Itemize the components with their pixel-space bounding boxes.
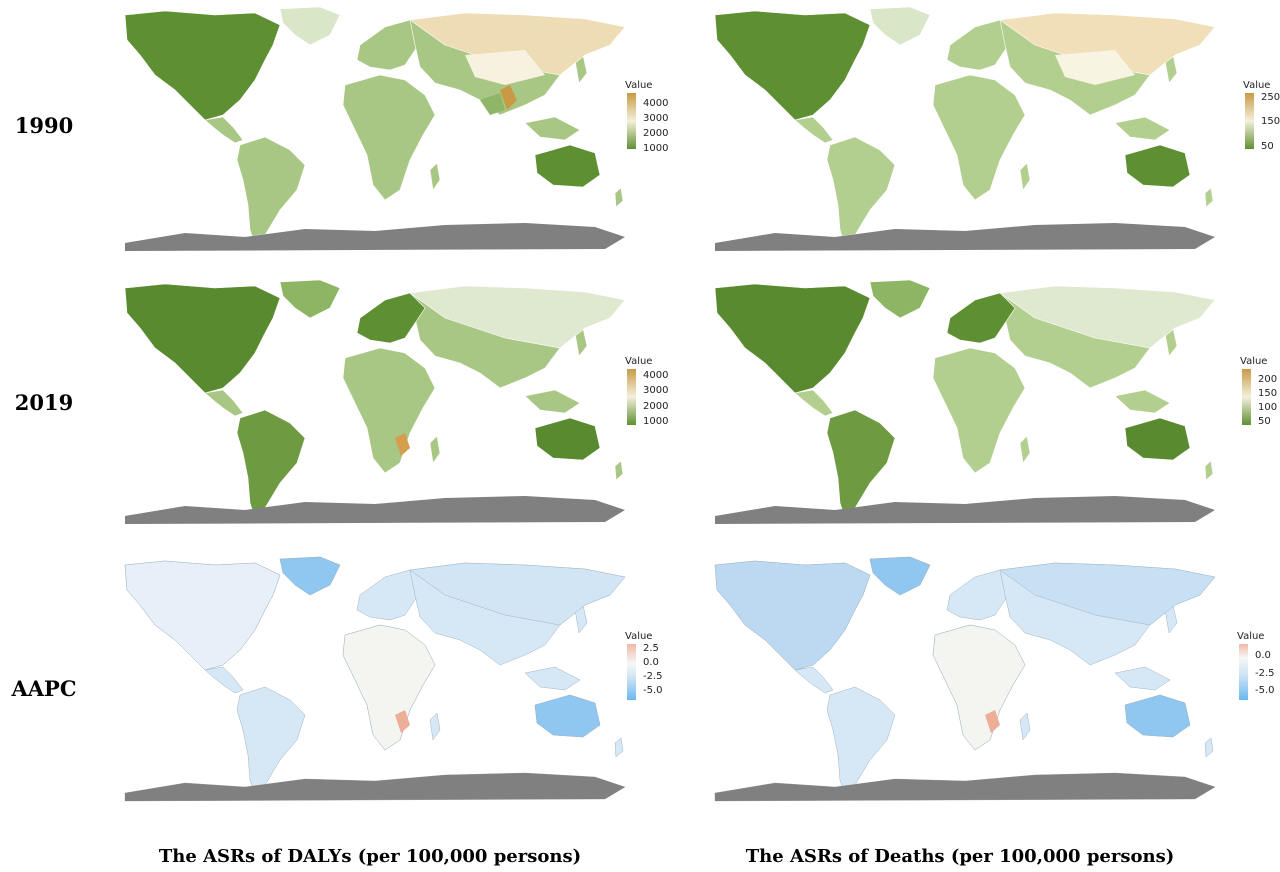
legend-colorbar [627, 93, 636, 149]
row-label-2019: 2019 [14, 390, 74, 415]
region-greenland [279, 6, 341, 46]
region-myanmar [500, 85, 517, 110]
region-india [480, 93, 505, 115]
region-mozambique [395, 433, 410, 456]
legend-colorbar [627, 369, 636, 425]
legend-tick: 1000 [643, 143, 669, 154]
legend-dalys-aapc: Value 2.5 0.0 -2.5 -5.0 [625, 631, 685, 721]
region-mozambique [395, 710, 410, 733]
region-europe [356, 292, 426, 344]
region-russia [409, 285, 625, 349]
row-label-1990: 1990 [14, 113, 74, 138]
region-greenland [279, 556, 341, 596]
legend-dalys-2019: Value 4000 3000 2000 1000 [625, 356, 685, 446]
map-panel-deaths-1990: Value 250 150 50 [695, 5, 1280, 255]
world-map-dalys-2019 [124, 279, 625, 525]
region-antarctica [125, 773, 625, 801]
row-label-aapc: AAPC [11, 676, 77, 701]
map-panel-dalys-1990: Value 4000 3000 2000 1000 [105, 5, 668, 255]
legend-tick: 150 [1258, 388, 1278, 399]
legend-title: Value [625, 80, 653, 91]
map-panel-dalys-2019: Value 4000 3000 2000 1000 [105, 278, 668, 528]
region-australia [534, 417, 601, 461]
region-africa [342, 624, 436, 751]
legend-title: Value [625, 631, 653, 642]
region-south-america [236, 409, 306, 519]
legend-tick: 100 [1258, 402, 1278, 413]
region-antarctica [125, 496, 625, 524]
region-north-america [124, 283, 281, 394]
region-china [465, 50, 545, 85]
region-russia [999, 562, 1215, 626]
region-greenland [869, 6, 931, 46]
world-map-dalys-aapc [124, 556, 625, 802]
legend-title: Value [1237, 631, 1265, 642]
region-south-america [826, 409, 896, 519]
world-map-dalys-1990 [124, 6, 625, 252]
region-antarctica [715, 496, 1215, 524]
legend-tick: 1000 [643, 416, 669, 427]
legend-tick: 50 [1258, 416, 1271, 427]
legend-tick: 200 [1258, 374, 1278, 385]
column-title-dalys: The ASRs of DALYs (per 100,000 persons) [158, 846, 582, 867]
world-map-deaths-1990 [714, 6, 1215, 252]
region-antarctica [125, 223, 625, 251]
region-australia [1124, 417, 1191, 461]
legend-tick: 4000 [643, 370, 669, 381]
region-north-america [124, 560, 281, 671]
world-map-deaths-2019 [714, 279, 1215, 525]
legend-deaths-2019: Value 200 150 100 50 [1240, 356, 1280, 446]
legend-colorbar [1239, 644, 1248, 700]
region-africa [932, 624, 1026, 751]
map-panel-dalys-aapc: Value 2.5 0.0 -2.5 -5.0 [105, 555, 665, 805]
legend-tick: 2000 [643, 401, 669, 412]
legend-tick: 3000 [643, 385, 669, 396]
legend-dalys-1990: Value 4000 3000 2000 1000 [625, 80, 685, 170]
legend-colorbar [1242, 369, 1251, 425]
region-antarctica [715, 773, 1215, 801]
legend-colorbar [627, 644, 636, 700]
world-map-deaths-aapc [714, 556, 1215, 802]
region-europe [946, 292, 1016, 344]
legend-tick: 150 [1261, 116, 1280, 127]
legend-title: Value [1240, 356, 1268, 367]
region-australia [1124, 144, 1191, 188]
region-north-america [714, 283, 871, 394]
map-panel-deaths-aapc: Value 0.0 -2.5 -5.0 [695, 555, 1275, 805]
legend-colorbar [1245, 93, 1254, 149]
map-panel-deaths-2019: Value 200 150 100 50 [695, 278, 1277, 528]
region-greenland [869, 556, 931, 596]
region-antarctica [715, 223, 1215, 251]
region-australia [534, 144, 601, 188]
region-greenland [279, 279, 341, 319]
legend-title: Value [1243, 80, 1271, 91]
legend-tick: -5.0 [1255, 685, 1275, 696]
legend-tick: 250 [1261, 92, 1280, 103]
legend-tick: -2.5 [643, 671, 663, 682]
region-greenland [869, 279, 931, 319]
legend-tick: 2.5 [643, 643, 659, 654]
region-mozambique [985, 710, 1000, 733]
legend-deaths-aapc: Value 0.0 -2.5 -5.0 [1237, 631, 1280, 721]
legend-tick: -5.0 [643, 685, 663, 696]
region-russia [999, 285, 1215, 349]
region-australia [1124, 694, 1191, 738]
legend-tick: 0.0 [643, 657, 659, 668]
column-title-deaths: The ASRs of Deaths (per 100,000 persons) [745, 846, 1175, 867]
legend-tick: 3000 [643, 113, 669, 124]
legend-tick: 2000 [643, 128, 669, 139]
region-australia [534, 694, 601, 738]
legend-deaths-1990: Value 250 150 50 [1243, 80, 1280, 170]
region-north-america [714, 10, 871, 121]
legend-title: Value [625, 356, 653, 367]
legend-tick: 50 [1261, 141, 1274, 152]
legend-tick: 0.0 [1255, 650, 1271, 661]
legend-tick: 4000 [643, 98, 669, 109]
legend-tick: -2.5 [1255, 668, 1275, 679]
region-russia [409, 562, 625, 626]
region-north-america [714, 560, 871, 671]
region-north-america [124, 10, 281, 121]
region-china [1055, 50, 1135, 85]
